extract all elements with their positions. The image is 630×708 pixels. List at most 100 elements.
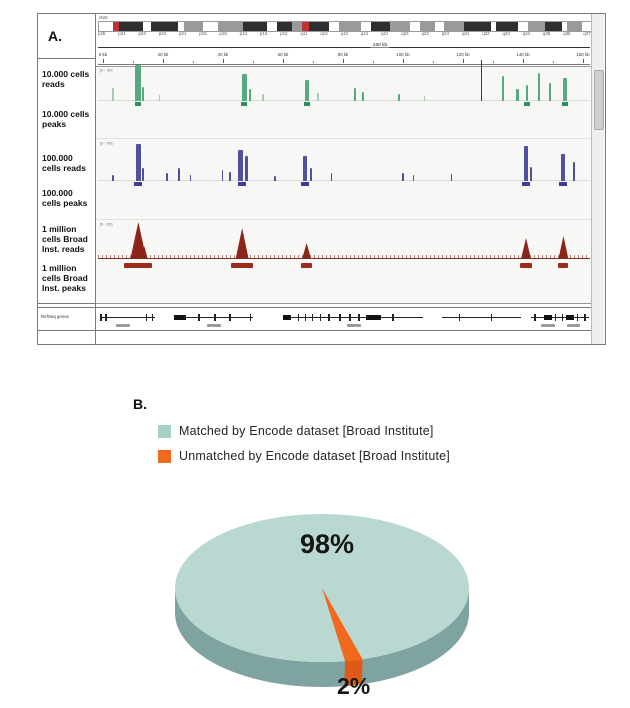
gene-label <box>567 324 581 327</box>
gene-exon <box>392 314 394 321</box>
gene-body <box>442 317 522 318</box>
gene-exon <box>534 314 536 321</box>
gene-exon <box>249 314 252 321</box>
cytoband <box>277 22 292 31</box>
read-peak <box>274 176 276 181</box>
gene-exon-block <box>282 315 291 320</box>
cytoband-label: p14 <box>239 31 248 36</box>
ruler-minor-tick <box>132 61 134 63</box>
pie-side-teal <box>175 588 469 687</box>
position-ruler: 0 kb 20 kb 40 kb 60 kb 80 kb 100 kb 120 kb 140 … <box>98 52 590 66</box>
gene-exon <box>214 314 216 321</box>
divider <box>38 303 95 304</box>
gene-exon <box>339 314 341 321</box>
panel-a-genome-browser: A. 10.000 cells reads 10.000 cells peaks… <box>37 13 606 345</box>
read-peak <box>537 73 540 101</box>
pie-chart-3d <box>168 505 478 705</box>
read-peak <box>135 144 141 181</box>
ruler-tick-label: 60 kb <box>277 52 289 57</box>
gene-exon <box>100 314 102 321</box>
divider <box>38 58 95 59</box>
gene-label <box>115 324 130 327</box>
track-10k-peak-calls <box>98 102 590 108</box>
read-peak <box>141 87 144 101</box>
pie-svg <box>175 514 469 687</box>
gene-exon <box>297 314 300 321</box>
ideogram-band-labels: p25 p24 p23 p22 p21 p16 p15 p14 p13 p12 q11 q12 q13 q… <box>98 31 591 37</box>
cytoband-label: q12 <box>320 31 328 36</box>
cytoband <box>545 22 563 31</box>
ruler-tick <box>403 59 405 63</box>
gene-exon <box>458 314 461 321</box>
cytoband-label: q23 <box>421 31 429 36</box>
cytoband-label: q36 <box>563 31 571 36</box>
read-peak <box>221 170 224 181</box>
ruler-tick <box>583 59 585 63</box>
read-peak <box>515 89 519 101</box>
track-separator <box>96 219 604 220</box>
gene-exon <box>328 314 330 321</box>
read-peak <box>558 236 569 259</box>
peak-call <box>241 102 248 106</box>
gene-exon <box>554 314 557 321</box>
track-label-1m-peaks: 1 million cells Broad Inst. peaks <box>42 263 88 293</box>
read-peak <box>317 93 319 101</box>
gene-exon <box>319 314 322 321</box>
legend-item-matched: Matched by Encode dataset [Broad Institu… <box>158 424 434 438</box>
cytoband <box>491 22 497 31</box>
cytoband <box>99 22 113 31</box>
ruler-minor-tick <box>313 61 314 63</box>
gene-exon <box>584 314 586 321</box>
ruler-tick <box>222 59 224 63</box>
read-peak <box>112 175 114 181</box>
peak-call <box>135 102 142 106</box>
read-peak <box>353 88 356 101</box>
cytoband-label: q24 <box>441 31 450 36</box>
gene-exon <box>576 314 579 321</box>
cytoband <box>370 22 391 31</box>
ruler-minor-tick <box>192 61 194 63</box>
ruler-minor-tick <box>252 61 254 63</box>
track-1m-peak-calls <box>98 263 590 269</box>
read-peak <box>189 175 192 181</box>
cytoband-label: p24 <box>118 31 126 36</box>
tracks-bottom-border <box>96 303 604 304</box>
read-peak <box>238 150 244 181</box>
gene-exon-block <box>543 315 552 320</box>
track-scale-10k: [0 - 50] <box>100 68 113 73</box>
cytoband-label: p21 <box>178 31 187 36</box>
ruler-tick <box>102 59 104 63</box>
scrollbar-thumb <box>594 70 604 130</box>
gene-body <box>99 317 155 318</box>
read-peak <box>262 94 264 101</box>
cytoband-label: q11 <box>300 31 308 36</box>
read-peak <box>502 76 505 101</box>
cytoband <box>242 22 268 31</box>
cytoband-label: q31 <box>461 31 470 36</box>
gene-label <box>206 324 221 327</box>
cytoband-label: q32 <box>482 31 490 36</box>
read-peak <box>526 85 529 101</box>
gene-exon-block <box>366 315 381 320</box>
cytoband <box>143 22 151 31</box>
refseq-gene-track <box>96 307 604 331</box>
track-100k-reads-plot <box>98 143 590 181</box>
read-peak <box>140 246 148 259</box>
pie-slice-orange <box>322 588 363 662</box>
cytoband <box>390 22 410 31</box>
track-label-10k-peaks: 10.000 cells peaks <box>42 109 90 129</box>
track-label-100k-peaks: 100.000 cells peaks <box>42 188 88 208</box>
legend-label-unmatched: Unmatched by Encode dataset [Broad Insti… <box>179 449 450 463</box>
ruler-tick-label: 140 kb <box>516 52 530 57</box>
read-peak <box>561 154 566 181</box>
read-peak <box>524 146 529 181</box>
cytoband-label: q34 <box>522 31 531 36</box>
peak-call <box>524 102 531 106</box>
gene-exon <box>349 314 351 321</box>
ruler-tick-label: 40 kb <box>217 52 229 57</box>
gene-exon <box>151 314 154 321</box>
ruler-tick <box>162 59 164 63</box>
ruler-tick-label: 80 kb <box>337 52 349 57</box>
read-peak <box>166 173 168 181</box>
read-peak <box>563 78 568 101</box>
